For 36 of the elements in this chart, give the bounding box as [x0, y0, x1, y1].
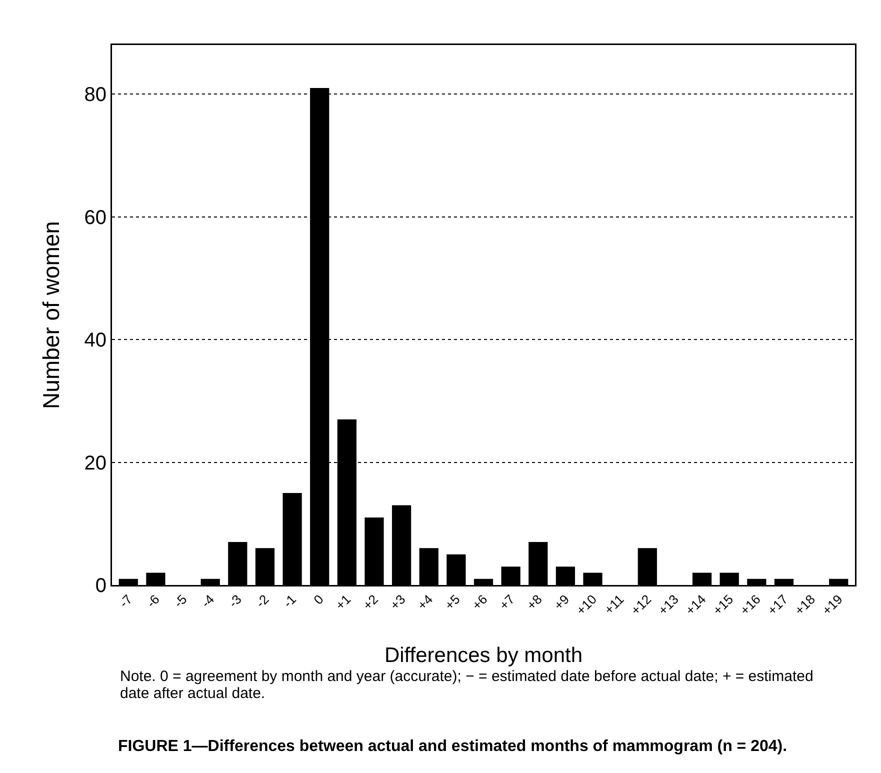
x-tick-label: +10	[573, 592, 600, 618]
y-axis-title: Number of women	[38, 221, 64, 409]
x-tick-label: +9	[551, 592, 572, 613]
y-tick-label: 60	[84, 206, 106, 229]
x-tick-label: +1	[332, 592, 354, 613]
y-tick-label: 40	[84, 330, 106, 352]
y-tick-label: 20	[84, 452, 106, 474]
x-tick-label: +2	[360, 592, 381, 613]
x-tick-label: +3	[387, 592, 408, 613]
x-tick-label: +4	[414, 592, 436, 613]
x-tick-label: +14	[682, 592, 709, 618]
x-tick-label: -2	[252, 592, 272, 610]
x-tick-label: -7	[116, 592, 136, 610]
y-tick-label: 0	[95, 575, 106, 597]
x-tick-label: 0	[310, 592, 326, 608]
x-tick-label: +8	[524, 592, 545, 613]
x-tick-label: +7	[496, 592, 518, 613]
text: Note. 0 = agreement by month and year (accurate); − = estimated date before actual date; + = estimated date after actual date.	[120, 668, 814, 702]
x-tick-label: +6	[469, 592, 490, 613]
y-tick-label: 80	[84, 84, 106, 106]
x-tick-label: +12	[628, 592, 654, 618]
x-tick-label: -6	[144, 592, 162, 610]
x-tick-label: -3	[226, 592, 244, 610]
x-tick-label: +5	[442, 592, 463, 613]
x-tick-label: +17	[764, 592, 791, 618]
x-tick-label: +11	[601, 592, 627, 618]
x-tick-label: +16	[737, 592, 764, 618]
x-tick-label: +15	[710, 592, 736, 618]
x-axis-title: Differences by month	[384, 644, 583, 667]
x-tick-label: -5	[170, 592, 190, 610]
caption: FIGURE 1—Differences between actual and estimated months of mammogram (n = 204).	[118, 738, 788, 756]
x-tick-label: -4	[198, 592, 218, 610]
x-tick-label: +19	[819, 592, 846, 618]
x-tick-label: +18	[792, 592, 818, 618]
x-tick-label: -1	[280, 592, 300, 610]
x-tick-label: +13	[655, 592, 682, 618]
